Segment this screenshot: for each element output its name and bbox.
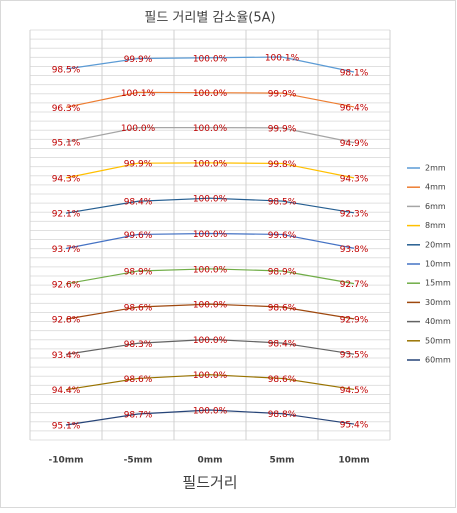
data-label: 93.4%: [52, 351, 81, 361]
x-tick-label: -5mm: [124, 456, 153, 466]
data-label: 98.3%: [124, 340, 153, 350]
legend-label: 8mm: [425, 221, 446, 230]
x-tick-label: 5mm: [269, 456, 294, 466]
data-label: 100.0%: [193, 230, 228, 240]
chart-title: 필드 거리별 감소율(5A): [144, 11, 275, 26]
legend-label: 50mm: [425, 336, 451, 345]
data-label: 98.8%: [268, 410, 297, 420]
data-label: 92.9%: [340, 315, 369, 325]
legend-label: 30mm: [425, 298, 451, 307]
data-label: 100.0%: [193, 336, 228, 346]
data-label: 99.6%: [124, 231, 153, 241]
data-label: 94.3%: [340, 174, 369, 184]
data-label: 93.5%: [340, 351, 369, 361]
data-label: 93.7%: [52, 245, 81, 255]
data-label: 98.5%: [52, 66, 81, 76]
legend-label: 4mm: [425, 183, 446, 192]
data-label: 100.0%: [193, 265, 228, 275]
legend-label: 2mm: [425, 164, 446, 173]
data-label: 100.0%: [193, 301, 228, 311]
x-tick-label: 10mm: [338, 456, 369, 466]
series-line: [65, 374, 355, 391]
data-label: 94.4%: [52, 386, 81, 396]
series-line: [65, 197, 355, 214]
data-label: 100.0%: [193, 124, 228, 134]
data-label: 96.3%: [52, 104, 81, 114]
data-label: 92.7%: [340, 280, 369, 290]
data-label: 100.1%: [265, 54, 300, 64]
x-tick-label: 0mm: [197, 456, 222, 466]
x-axis-title: 필드거리: [182, 474, 237, 492]
data-label: 95.1%: [52, 422, 81, 432]
series-line: [65, 268, 355, 285]
series-line: [65, 127, 355, 144]
data-label: 98.9%: [124, 268, 153, 278]
series-line: [65, 338, 355, 355]
series-line: [65, 162, 355, 179]
data-label: 99.6%: [268, 231, 297, 241]
legend-label: 6mm: [425, 202, 446, 211]
data-label: 93.8%: [340, 245, 369, 255]
data-label: 98.5%: [268, 198, 297, 208]
series-line: [65, 232, 355, 250]
data-label: 98.6%: [268, 375, 297, 385]
data-label: 98.6%: [124, 304, 153, 314]
data-label: 100.1%: [121, 89, 156, 99]
x-tick-label: -10mm: [48, 456, 83, 466]
legend-label: 20mm: [425, 240, 451, 249]
data-label: 100.0%: [193, 54, 228, 64]
series-line: [65, 91, 355, 108]
data-label: 99.9%: [268, 90, 297, 100]
legend-label: 40mm: [425, 317, 451, 326]
data-label: 98.4%: [124, 198, 153, 208]
data-label: 96.4%: [340, 103, 369, 113]
data-label: 95.1%: [52, 139, 81, 149]
data-label: 100.0%: [193, 89, 228, 99]
data-label: 94.5%: [340, 386, 369, 396]
data-label: 98.6%: [268, 304, 297, 314]
data-label: 99.8%: [268, 160, 297, 170]
legend-label: 15mm: [425, 279, 451, 288]
data-label: 92.6%: [52, 280, 81, 290]
legend-label: 10mm: [425, 260, 451, 269]
legend-label: 60mm: [425, 356, 451, 365]
data-label: 94.3%: [52, 174, 81, 184]
data-label: 99.9%: [268, 124, 297, 134]
data-label: 98.9%: [268, 268, 297, 278]
data-label: 95.4%: [340, 421, 369, 431]
series-line: [65, 56, 355, 73]
data-label: 98.7%: [124, 410, 153, 420]
data-label: 92.8%: [52, 316, 81, 326]
data-label: 92.1%: [52, 210, 81, 220]
data-label: 94.9%: [340, 139, 369, 149]
data-label: 99.9%: [124, 160, 153, 170]
data-label: 98.6%: [124, 375, 153, 385]
data-label: 100.0%: [193, 195, 228, 205]
series-line: [65, 303, 355, 320]
data-label: 99.9%: [124, 55, 153, 65]
data-label: 92.3%: [340, 209, 369, 219]
data-label: 98.1%: [340, 69, 369, 79]
data-label: 100.0%: [193, 159, 228, 169]
data-label: 100.0%: [193, 371, 228, 381]
data-label: 100.0%: [121, 124, 156, 134]
data-label: 98.4%: [268, 340, 297, 350]
series-line: [65, 409, 355, 426]
data-label: 100.0%: [193, 407, 228, 417]
